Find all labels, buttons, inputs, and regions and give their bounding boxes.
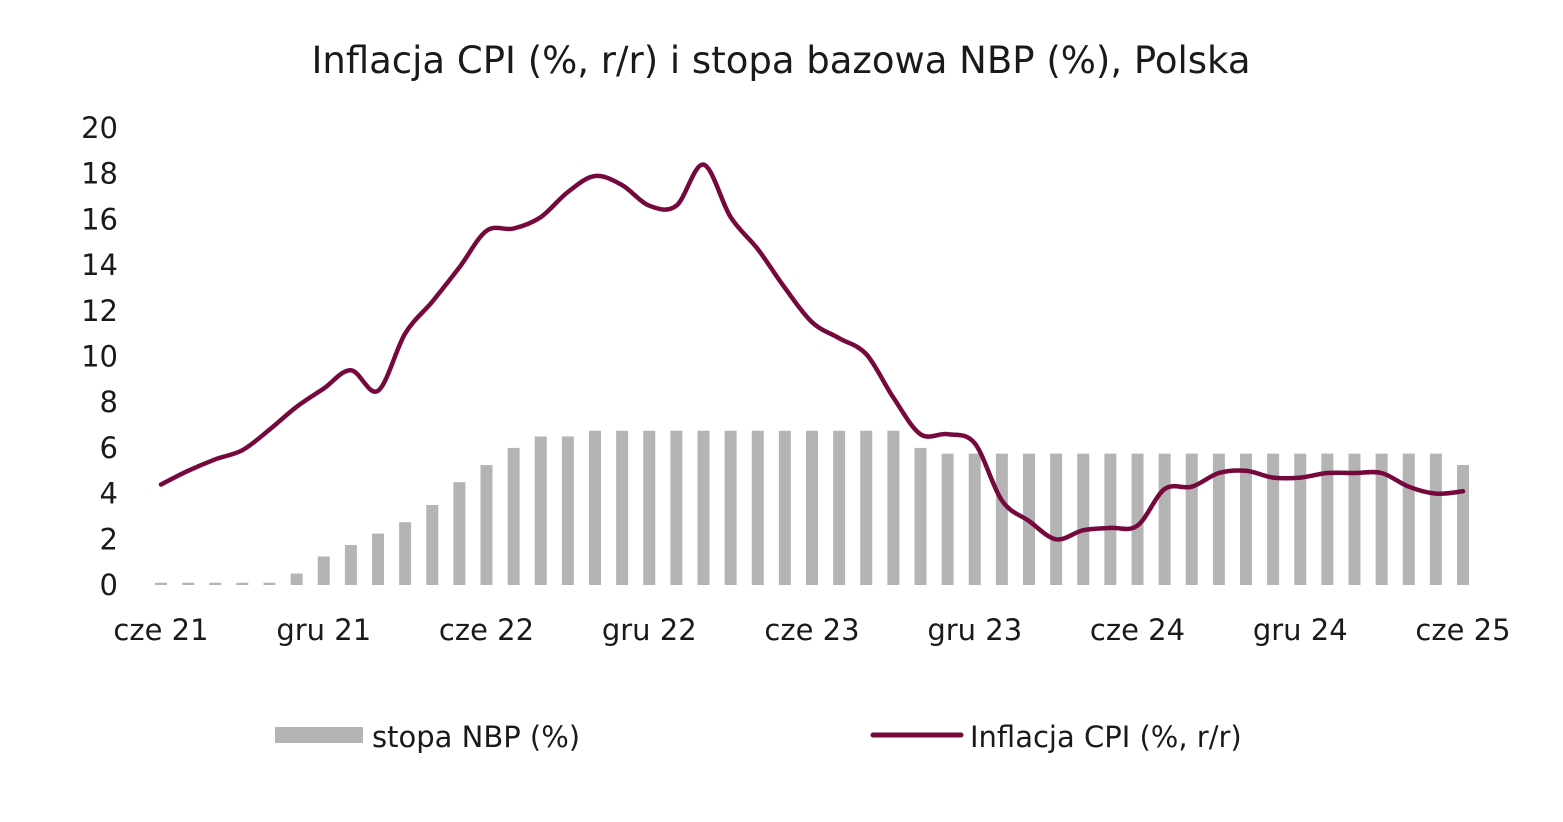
- bar: [1185, 453, 1198, 585]
- bar: [1240, 453, 1252, 585]
- bar: [1402, 453, 1415, 585]
- bar: [887, 430, 900, 585]
- bar: [995, 453, 1008, 585]
- bar: [480, 465, 493, 585]
- x-tick-label: cze 21: [113, 613, 208, 647]
- bar: [372, 533, 384, 585]
- bar: [1294, 453, 1307, 585]
- legend-line-label: Inflacja CPI (%, r/r): [970, 720, 1242, 754]
- y-tick-label: 8: [100, 385, 118, 419]
- bar: [1429, 453, 1442, 585]
- x-tick-label: gru 22: [602, 613, 697, 647]
- chart-title: Inflacja CPI (%, r/r) i stopa bazowa NBP…: [311, 39, 1250, 82]
- bar: [1457, 465, 1469, 585]
- bar: [1077, 453, 1090, 585]
- x-axis-ticks: cze 21 gru 21 cze 22 gru 22 cze 23 gru 23 cze …: [113, 613, 1510, 647]
- y-tick-label: 16: [81, 202, 118, 236]
- x-tick-label: cze 23: [764, 613, 859, 647]
- y-tick-label: 0: [100, 568, 118, 602]
- y-tick-label: 2: [100, 522, 118, 556]
- bar: [1348, 453, 1361, 585]
- bar: [697, 430, 710, 585]
- bar: [561, 436, 574, 585]
- bar: [155, 582, 167, 585]
- legend-bar-swatch: [275, 727, 363, 743]
- x-tick-label: gru 21: [276, 613, 371, 647]
- y-tick-label: 14: [81, 248, 118, 282]
- bar: [1050, 453, 1063, 585]
- legend-item-bar: stopa NBP (%): [275, 720, 580, 754]
- bar-series: [155, 430, 1469, 585]
- line-series: [158, 162, 1466, 542]
- y-tick-label: 6: [100, 431, 118, 465]
- bar: [209, 582, 222, 585]
- bar: [833, 430, 846, 585]
- y-axis-ticks: 0 2 4 6 8 10 12 14 16 18 20: [81, 111, 118, 602]
- bar: [1321, 453, 1334, 585]
- bar: [1267, 453, 1280, 585]
- legend-bar-label: stopa NBP (%): [372, 720, 580, 754]
- bar: [751, 430, 764, 585]
- bar: [507, 447, 520, 585]
- y-tick-label: 18: [81, 157, 118, 191]
- bar: [589, 430, 601, 585]
- bar: [1104, 453, 1117, 585]
- bar: [236, 582, 249, 585]
- bar: [1131, 453, 1144, 585]
- bar: [344, 545, 357, 585]
- bar: [534, 436, 547, 585]
- bar: [860, 430, 873, 585]
- bar: [290, 573, 303, 585]
- bar: [616, 430, 629, 585]
- bar: [914, 447, 927, 585]
- bar: [1375, 453, 1388, 585]
- x-tick-label: cze 25: [1415, 613, 1510, 647]
- bar: [263, 582, 276, 585]
- bar: [182, 582, 195, 585]
- cpi-line: [158, 162, 1466, 542]
- x-tick-label: cze 24: [1090, 613, 1185, 647]
- bar: [1158, 453, 1171, 585]
- x-tick-label: cze 22: [439, 613, 534, 647]
- bar: [453, 482, 466, 585]
- legend: stopa NBP (%) Inflacja CPI (%, r/r): [275, 720, 1242, 754]
- bar: [806, 430, 818, 585]
- y-tick-label: 12: [81, 294, 118, 328]
- y-tick-label: 4: [100, 477, 118, 511]
- bar: [670, 430, 683, 585]
- bar: [778, 430, 791, 585]
- bar: [399, 522, 412, 585]
- bar: [426, 505, 439, 585]
- bar: [643, 430, 656, 585]
- bar: [317, 556, 330, 585]
- y-tick-label: 10: [81, 340, 118, 374]
- x-tick-label: gru 23: [927, 613, 1022, 647]
- x-tick-label: gru 24: [1253, 613, 1348, 647]
- y-tick-label: 20: [81, 111, 118, 145]
- bar: [941, 453, 954, 585]
- bar: [1212, 453, 1225, 585]
- bar: [968, 453, 981, 585]
- legend-item-line: Inflacja CPI (%, r/r): [870, 720, 1242, 754]
- bar: [724, 430, 737, 585]
